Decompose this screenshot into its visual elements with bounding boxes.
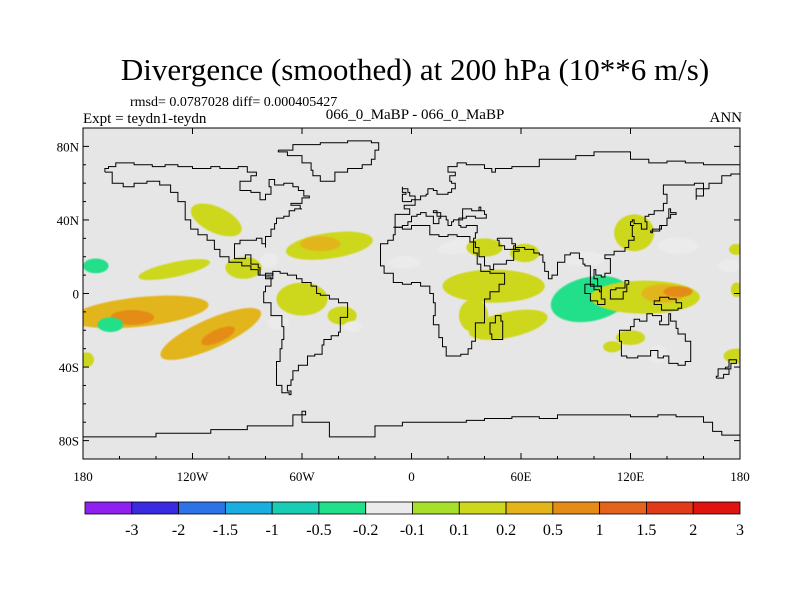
- coastline-5: [393, 151, 740, 293]
- coastline-10: [653, 296, 683, 311]
- y-tick-label-2: 0: [73, 287, 80, 302]
- colorbar-label-8: 0.2: [496, 522, 516, 539]
- field-blob-3: [225, 256, 262, 279]
- y-tick-label-4: 80S: [59, 434, 79, 449]
- colorbar-swatch-3: [224, 501, 273, 515]
- rmsd-diff-stats: rmsd= 0.0787028 diff= 0.000405427: [130, 95, 338, 110]
- colorbar-swatch-7: [412, 501, 460, 515]
- colorbar-swatch-10: [552, 501, 601, 515]
- case-label: 066_0_MaBP - 066_0_MaBP: [325, 107, 505, 123]
- colorbar-label-0: -3: [125, 522, 138, 539]
- colorbar-swatch-9: [505, 501, 554, 515]
- field-blob-23: [327, 306, 357, 325]
- divergence-field: [83, 203, 740, 368]
- coastline-2: [263, 270, 349, 396]
- colorbar-swatch-11: [599, 501, 647, 515]
- coastline-13: [83, 410, 740, 438]
- coastline-15: [715, 368, 730, 379]
- coastline-1: [277, 140, 380, 182]
- colorbar-swatch-2: [178, 501, 226, 515]
- coastline-11: [584, 283, 606, 305]
- coastline-7: [650, 208, 677, 234]
- experiment-label: Expt = teydn1-teydn: [83, 111, 207, 127]
- plot-title: Divergence (smoothed) at 200 hPa (10**6 …: [120, 52, 710, 87]
- field-blob-24: [343, 321, 363, 333]
- field-blob-9: [466, 238, 503, 257]
- colorbar-label-6: -0.1: [400, 522, 425, 539]
- x-tick-label-2: 60W: [289, 469, 315, 484]
- field-blob-34: [603, 341, 622, 353]
- colorbar-label-12: 2: [689, 522, 697, 539]
- field-blob-13: [657, 237, 699, 254]
- colorbar-swatch-12: [646, 501, 694, 515]
- field-blob-7: [387, 255, 421, 269]
- colorbar-swatch-6: [365, 501, 413, 515]
- field-blob-22: [267, 316, 290, 330]
- x-tick-label-6: 180: [730, 469, 750, 484]
- field-blob-10: [510, 243, 540, 263]
- coastlines: [83, 140, 740, 438]
- field-blob-14: [729, 243, 740, 255]
- x-tick-label-4: 60E: [511, 469, 532, 484]
- colorbar-label-3: -1: [265, 522, 278, 539]
- colorbar-label-10: 1: [596, 522, 604, 539]
- colorbar-label-9: 0.5: [543, 522, 563, 539]
- season-label: ANN: [709, 110, 743, 126]
- field-blob-2: [138, 259, 210, 281]
- colorbar-swatch-0: [84, 501, 133, 515]
- y-tick-label-3: 40S: [59, 360, 79, 375]
- y-tick-label-1: 40N: [57, 213, 80, 228]
- field-blob-27: [468, 309, 548, 340]
- field-blob-18: [97, 317, 124, 333]
- x-tick-label-0: 180: [73, 469, 93, 484]
- colorbar-label-13: 3: [736, 522, 744, 539]
- colorbar-label-7: 0.1: [449, 522, 469, 539]
- colorbar-swatch-4: [271, 501, 320, 515]
- colorbar-label-4: -0.5: [306, 522, 331, 539]
- axis-ticks: 180 120W 60W 0 60E 120E 180 80N 40N 0 40S 80S: [57, 128, 750, 484]
- field-blob-21: [276, 282, 328, 316]
- field-blob-6: [300, 236, 341, 252]
- colorbar-swatch-5: [318, 501, 367, 515]
- x-tick-label-1: 120W: [177, 469, 210, 484]
- coastline-4: [489, 315, 504, 340]
- coastline-0: [104, 162, 310, 280]
- colorbar-label-1: -2: [172, 522, 185, 539]
- colorbar-swatch-13: [692, 501, 741, 515]
- field-blob-0: [190, 203, 242, 237]
- colorbar: -3 -2 -1.5 -1 -0.5 -0.2 -0.1 0.1 0.2 0.5 1 1.5 2 3: [84, 501, 744, 539]
- field-blob-31: [663, 286, 693, 298]
- field-blob-20: [201, 326, 235, 346]
- coastline-9: [619, 313, 692, 366]
- y-tick-label-0: 80N: [57, 139, 80, 154]
- field-blob-12: [614, 214, 655, 252]
- colorbar-label-11: 1.5: [636, 522, 656, 539]
- coastline-3: [380, 225, 506, 357]
- field-blob-15: [718, 259, 740, 273]
- coastline-12: [609, 280, 630, 300]
- field-blob-32: [615, 330, 646, 345]
- field-blob-25: [442, 269, 545, 303]
- field-blob-1: [83, 258, 109, 274]
- colorbar-swatch-1: [131, 501, 179, 515]
- colorbar-label-2: -1.5: [213, 522, 238, 539]
- coastline-6: [496, 237, 516, 250]
- colorbar-swatch-8: [458, 501, 507, 515]
- field-blob-36: [83, 352, 94, 368]
- field-blob-4: [260, 253, 279, 268]
- colorbar-label-5: -0.2: [353, 522, 378, 539]
- x-tick-label-5: 120E: [617, 469, 645, 484]
- x-tick-label-3: 0: [408, 469, 415, 484]
- coastline-8: [401, 186, 416, 203]
